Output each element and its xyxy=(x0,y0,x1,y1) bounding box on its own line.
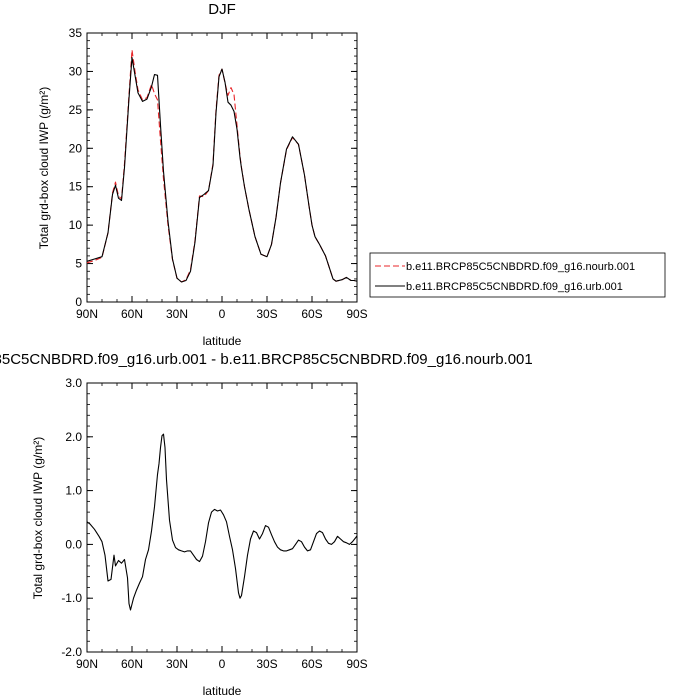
series-line-urb xyxy=(86,57,358,283)
y-tick-label: 1.0 xyxy=(65,484,82,498)
y-tick-label: 5 xyxy=(75,257,82,271)
x-tick-label: 30S xyxy=(256,657,277,671)
top-chart-title: DJF xyxy=(208,1,236,18)
bottom-panel: b.e11.BRCP85C5CNBDRD.f09_g16.urb.001 - b… xyxy=(0,351,533,698)
x-tick-label: 60N xyxy=(121,307,143,321)
plot-frame xyxy=(86,32,358,303)
y-tick-label: 3.0 xyxy=(65,376,82,390)
top-y-axis-label: Total grd-box cloud IWP (g/m²) xyxy=(37,87,51,250)
legend-entry: b.e11.BRCP85C5CNBDRD.f09_g16.urb.001 xyxy=(406,281,623,293)
x-tick-label: 60S xyxy=(301,307,322,321)
y-tick-label: 25 xyxy=(69,103,83,117)
y-tick-label: 2.0 xyxy=(65,430,82,444)
bottom-x-axis-label: latitude xyxy=(203,684,242,698)
top-panel: DJF 0 5 10 15 20 25 30 35 90N 60N 30N 0 30S 60S 90S la… xyxy=(37,1,666,348)
bottom-plot-area: -2.0 -1.0 0.0 1.0 2.0 3.0 90N 60N 30N 0 30S 60S 90S xyxy=(61,376,367,671)
x-tick-label: 90N xyxy=(76,657,98,671)
y-tick-label: 20 xyxy=(69,141,83,155)
legend-box xyxy=(369,252,666,298)
x-tick-label: 90N xyxy=(76,307,98,321)
x-tick-label: 30N xyxy=(166,307,188,321)
y-tick-label: -2.0 xyxy=(61,645,82,659)
x-tick-label: 30N xyxy=(166,657,188,671)
x-tick-label: 90S xyxy=(346,307,367,321)
legend-entry: b.e11.BRCP85C5CNBDRD.f09_g16.nourb.001 xyxy=(406,261,635,273)
y-tick-label: 0 xyxy=(75,295,82,309)
top-plot-area: 0 5 10 15 20 25 30 35 90N 60N 30N 0 30S 60S 90S xyxy=(69,26,368,321)
x-tick-label: 60N xyxy=(121,657,143,671)
top-x-axis-label: latitude xyxy=(203,334,242,348)
y-tick-label: 35 xyxy=(69,26,83,40)
series-line-nourb xyxy=(86,49,358,283)
x-tick-label: 0 xyxy=(219,307,226,321)
bottom-chart-title: b.e11.BRCP85C5CNBDRD.f09_g16.urb.001 - b… xyxy=(0,351,533,368)
y-tick-label: 15 xyxy=(69,180,83,194)
plot-frame xyxy=(86,382,358,653)
y-tick-label: 30 xyxy=(69,64,83,78)
bottom-y-axis-label: Total grd-box cloud IWP (g/m²) xyxy=(31,437,45,600)
y-tick-label: -1.0 xyxy=(61,591,82,605)
y-tick-label: 0.0 xyxy=(65,537,82,551)
y-tick-label: 10 xyxy=(69,218,83,232)
x-tick-label: 0 xyxy=(219,657,226,671)
top-legend: b.e11.BRCP85C5CNBDRD.f09_g16.nourb.001 b.… xyxy=(369,252,666,298)
x-tick-label: 90S xyxy=(346,657,367,671)
x-tick-label: 60S xyxy=(301,657,322,671)
difference-line xyxy=(86,433,358,611)
x-tick-label: 30S xyxy=(256,307,277,321)
